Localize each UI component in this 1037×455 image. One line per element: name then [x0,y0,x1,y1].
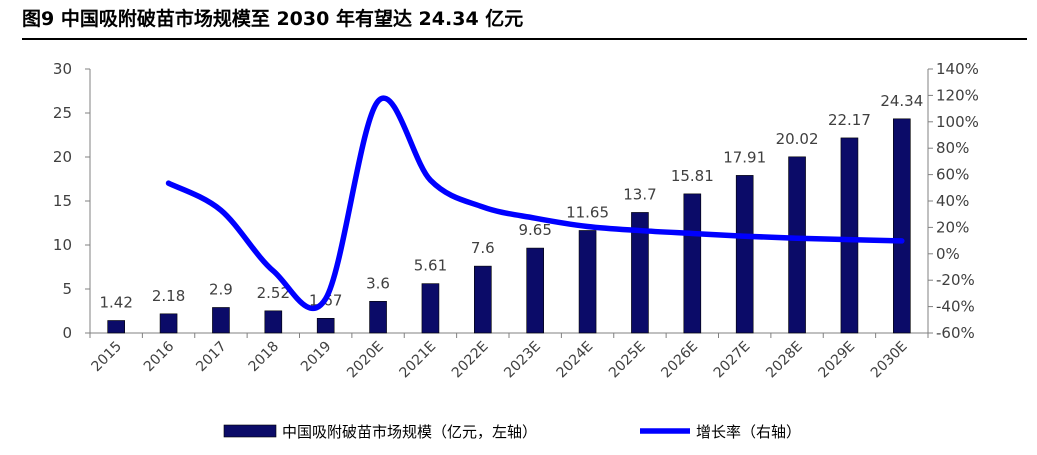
bar-value-label: 3.6 [366,274,390,292]
growth-rate-point [377,100,379,102]
left-axis-tick-label: 30 [53,60,72,78]
growth-rate-point [796,237,798,239]
growth-rate-point [691,232,693,234]
growth-rate-point [325,298,327,300]
growth-rate-point [848,239,850,241]
chart-title: 图9 中国吸附破苗市场规模至 2030 年有望达 24.34 亿元 [22,8,524,30]
bar-value-label: 13.7 [623,185,656,203]
x-axis-tick-label: 2016 [141,338,178,375]
right-axis-tick-label: 100% [936,113,979,131]
right-axis-tick-label: 80% [936,139,969,157]
bar-value-label: 11.65 [566,203,609,221]
x-axis-tick-label: 2015 [89,339,126,376]
legend-bar-swatch [223,424,277,438]
x-axis-tick-label: 2022E [449,339,492,382]
bar-2022E [474,265,492,334]
left-axis-tick-label: 20 [53,148,72,166]
growth-rate-point [534,217,536,219]
growth-rate-line [165,95,905,311]
bar-2027E [735,175,754,334]
x-axis-tick-label: 2025E [606,339,649,382]
bar-value-label: 2.52 [257,284,290,302]
x-axis-tick-label: 2026E [658,339,701,382]
growth-rate-point [272,270,274,272]
legend-bar-label: 中国吸附破苗市场规模（亿元，左轴） [282,423,537,441]
right-axis-tick-label: 20% [936,218,969,236]
x-axis-tick-label: 2028E [763,339,806,382]
bar-2021E [421,283,440,334]
bar-2024E [578,230,597,334]
growth-rate-point [168,182,170,184]
growth-rate-point [429,179,431,181]
bar-2025E [631,212,649,334]
growth-rate-point [901,240,903,242]
bar-value-label: 2.9 [209,280,233,298]
bar-value-label: 5.61 [414,257,447,275]
bar-2016 [159,313,178,334]
right-axis-tick-label: 0% [936,245,960,263]
x-axis-tick-label: 2019 [298,339,335,376]
left-axis-tick-label: 10 [53,236,72,254]
left-axis-tick-label: 15 [53,192,72,210]
bar-2028E [788,156,806,334]
bar-value-label: 15.81 [671,167,714,185]
bar-2019 [316,318,335,334]
bar-2026E [683,193,702,334]
bar-value-label: 17.91 [723,148,766,166]
growth-rate-point [220,209,222,211]
x-axis-tick-label: 2017 [193,339,230,376]
growth-rate-point [587,225,589,227]
left-axis-tick-label: 25 [53,104,72,122]
left-axis-tick-label: 0 [62,324,72,342]
bar-2023E [526,247,544,334]
x-axis-tick-label: 2023E [501,339,544,382]
growth-rate-point [482,206,484,208]
bar-2017 [212,307,230,334]
title-divider [22,38,1027,40]
bar-value-label: 22.17 [828,111,871,129]
growth-rate-point [639,230,641,232]
x-axis-tick-label: 2020E [344,339,387,382]
right-axis-tick-label: 120% [936,86,979,104]
right-axis-tick-label: -60% [936,324,975,342]
bar-value-label: 24.34 [880,92,923,110]
bar-2020E [369,301,387,334]
bar-2029E [840,137,859,334]
bar-2018 [264,310,283,334]
bar-value-label: 2.18 [152,287,185,305]
bar-value-label: 9.65 [518,221,551,239]
x-axis-tick-label: 2030E [868,339,911,382]
right-axis-tick-label: -20% [936,271,975,289]
bar-2030E [893,118,911,334]
x-axis-tick-label: 2027E [711,339,754,382]
x-axis-tick-label: 2021E [396,339,439,382]
right-axis-tick-label: -40% [936,298,975,316]
bar-value-label: 20.02 [776,130,819,148]
right-axis-tick-label: 140% [936,60,979,78]
x-axis-tick-label: 2018 [246,339,283,376]
legend-line-label: 增长率（右轴） [696,423,801,441]
growth-rate-point [744,235,746,237]
left-axis-tick-label: 5 [62,280,72,298]
bar-value-label: 7.6 [471,239,495,257]
x-axis-tick-label: 2024E [554,339,597,382]
right-axis-tick-label: 60% [936,166,969,184]
bar-value-label: 1.42 [99,294,132,312]
x-axis-tick-label: 2029E [815,339,858,382]
right-axis-tick-label: 40% [936,192,969,210]
bar-2015 [107,320,125,334]
